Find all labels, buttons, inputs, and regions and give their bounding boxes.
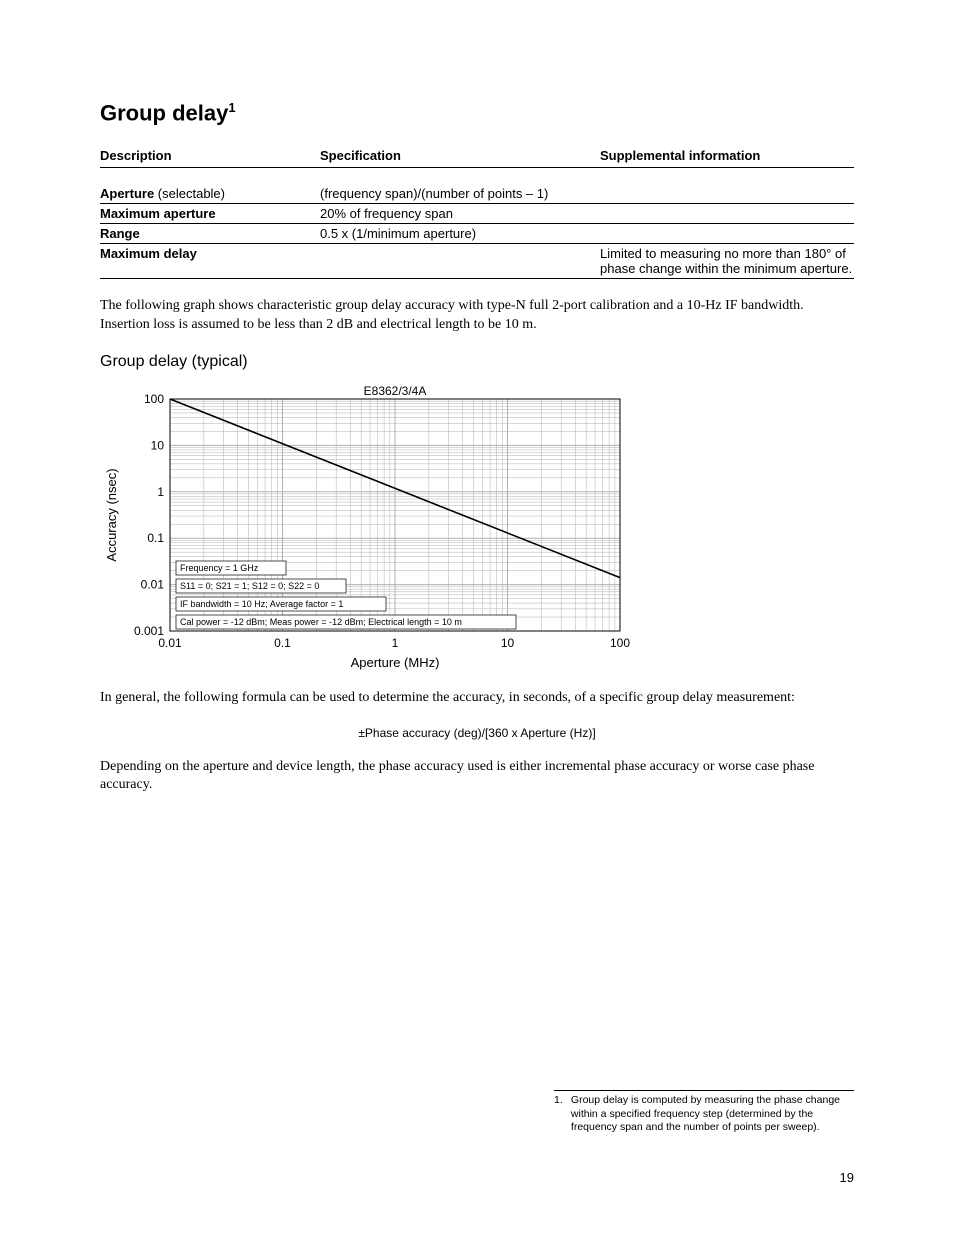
cell-supp [600,184,854,204]
col-header-supplemental: Supplemental information [600,144,854,168]
cell-label: Maximum delay [100,246,197,261]
title-text: Group delay [100,100,228,125]
cell-supp [600,203,854,223]
cell-spec [320,243,600,278]
svg-text:0.01: 0.01 [158,636,182,650]
page-number: 19 [840,1170,854,1185]
svg-text:Cal power = -12 dBm; Meas powe: Cal power = -12 dBm; Meas power = -12 dB… [180,617,462,627]
svg-text:0.01: 0.01 [141,577,165,591]
table-row: Maximum delay Limited to measuring no mo… [100,243,854,278]
footnote-text: Group delay is computed by measuring the… [571,1094,851,1135]
formula-text: ±Phase accuracy (deg)/[360 x Aperture (H… [100,726,854,740]
col-header-specification: Specification [320,144,600,168]
svg-text:0.001: 0.001 [134,624,164,638]
svg-text:0.1: 0.1 [147,531,164,545]
group-delay-chart: 0.010.11101000.0010.010.1110100E8362/3/4… [100,381,854,671]
table-row: Aperture (selectable) (frequency span)/(… [100,184,854,204]
cell-label: Range [100,226,140,241]
table-header-row: Description Specification Supplemental i… [100,144,854,168]
section-title: Group delay1 [100,100,854,126]
spec-table: Description Specification Supplemental i… [100,144,854,279]
svg-text:100: 100 [610,636,630,650]
svg-text:10: 10 [501,636,515,650]
table-spacer [100,168,854,184]
svg-text:10: 10 [151,438,165,452]
cell-label-extra: (selectable) [154,186,225,201]
svg-text:S11 = 0; S21 = 1; S12 = 0; S22: S11 = 0; S21 = 1; S12 = 0; S22 = 0 [180,581,319,591]
cell-supp: Limited to measuring no more than 180° o… [600,243,854,278]
cell-label: Maximum aperture [100,206,216,221]
cell-label: Aperture [100,186,154,201]
footnote: 1. Group delay is computed by measuring … [554,1090,854,1135]
chart-svg: 0.010.11101000.0010.010.1110100E8362/3/4… [100,381,630,671]
svg-text:1: 1 [157,484,164,498]
paragraph-1: The following graph shows characteristic… [100,297,854,335]
table-row: Range 0.5 x (1/minimum aperture) [100,223,854,243]
cell-spec: 0.5 x (1/minimum aperture) [320,223,600,243]
svg-text:E8362/3/4A: E8362/3/4A [364,384,427,398]
svg-text:1: 1 [392,636,399,650]
cell-supp [600,223,854,243]
svg-text:Aperture (MHz): Aperture (MHz) [351,655,440,670]
chart-caption: Group delay (typical) [100,353,854,371]
cell-spec: 20% of frequency span [320,203,600,223]
paragraph-2: In general, the following formula can be… [100,689,854,708]
footnote-number: 1. [554,1094,568,1108]
title-superscript: 1 [228,100,235,115]
cell-spec: (frequency span)/(number of points – 1) [320,184,600,204]
svg-text:Frequency = 1 GHz: Frequency = 1 GHz [180,563,259,573]
svg-text:0.1: 0.1 [274,636,291,650]
svg-text:100: 100 [144,392,164,406]
paragraph-3: Depending on the aperture and device len… [100,758,854,796]
svg-text:IF bandwidth = 10 Hz; Average: IF bandwidth = 10 Hz; Average factor = 1 [180,599,343,609]
svg-text:Accuracy (nsec): Accuracy (nsec) [104,468,119,561]
table-row: Maximum aperture 20% of frequency span [100,203,854,223]
col-header-description: Description [100,144,320,168]
